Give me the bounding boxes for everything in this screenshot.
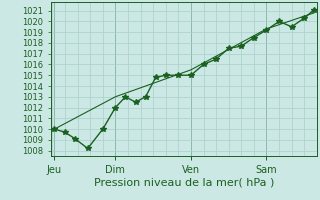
X-axis label: Pression niveau de la mer( hPa ): Pression niveau de la mer( hPa ) [94,178,274,188]
